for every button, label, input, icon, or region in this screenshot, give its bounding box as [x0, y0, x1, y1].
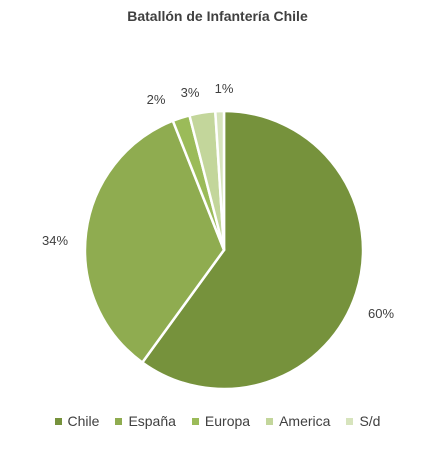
pie-slice-espa-a [83, 119, 226, 364]
legend-swatch [191, 417, 199, 425]
legend-swatch [115, 417, 123, 425]
legend-swatch [54, 417, 62, 425]
legend-swatch [346, 417, 354, 425]
legend-item-s-d: S/d [346, 413, 380, 429]
legend-item-espa-a: España [115, 413, 176, 429]
pie-slice-s-d [214, 109, 226, 252]
legend-label: España [128, 413, 176, 429]
data-label-s-d: 1% [215, 81, 234, 96]
legend-label: Chile [67, 413, 100, 429]
chart-title: Batallón de Infantería Chile [127, 8, 308, 24]
legend-swatch [266, 417, 274, 425]
legend-label: S/d [359, 413, 381, 429]
legend-label: America [279, 413, 331, 429]
legend-item-america: America [266, 413, 330, 429]
legend-label: Europa [204, 413, 251, 429]
data-label-espa-a: 34% [42, 233, 68, 248]
legend-item-chile: Chile [54, 413, 100, 429]
legend-item-europa: Europa [191, 413, 251, 429]
chart-legend: Chile España Europa America S/d [0, 413, 435, 429]
data-label-chile: 60% [368, 306, 394, 321]
pie-slice-chile [141, 109, 365, 391]
data-label-europa: 2% [147, 92, 166, 107]
data-label-america: 3% [181, 85, 200, 100]
